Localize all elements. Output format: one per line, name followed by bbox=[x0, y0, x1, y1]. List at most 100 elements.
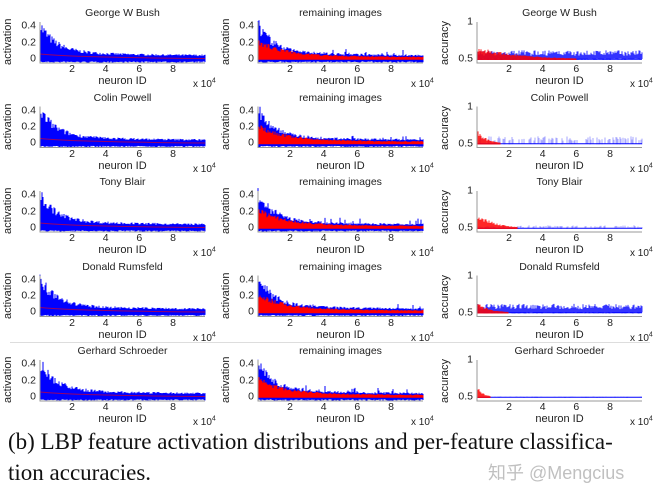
x-axis-scale: x 104 bbox=[630, 77, 653, 91]
x-scale-exponent: 4 bbox=[429, 331, 434, 339]
x-tick-label: 4 bbox=[320, 147, 327, 160]
x-scale-base: x 10 bbox=[411, 163, 430, 175]
x-axis-label: neuron ID bbox=[535, 413, 584, 425]
x-tick-label: 2 bbox=[69, 63, 75, 75]
x-scale-exponent: 4 bbox=[648, 331, 653, 339]
y-tick-label: 0.2 bbox=[21, 205, 36, 217]
x-tick-label: 6 bbox=[354, 401, 361, 413]
x-tick-label: 2 bbox=[506, 147, 512, 160]
x-tick-label: 4 bbox=[539, 401, 546, 413]
x-tick-label: 6 bbox=[354, 232, 361, 244]
y-tick-label: 1 bbox=[467, 184, 473, 197]
red-mean-line bbox=[39, 137, 206, 144]
axes bbox=[476, 191, 642, 233]
x-scale-exponent: 4 bbox=[648, 246, 653, 254]
x-axis-label: neuron ID bbox=[535, 244, 584, 256]
x-axis-scale: x 104 bbox=[193, 247, 216, 260]
y-tick-label: 1 bbox=[467, 269, 473, 281]
x-axis-scale: x 104 bbox=[411, 162, 434, 176]
panel-title: remaining images bbox=[299, 91, 382, 104]
x-axis-label: neuron ID bbox=[316, 244, 365, 256]
y-tick-label: 0.4 bbox=[239, 188, 254, 201]
x-tick-label: 4 bbox=[102, 147, 109, 160]
panel-title: Colin Powell bbox=[530, 91, 589, 104]
panel-title: George W Bush bbox=[85, 7, 160, 19]
x-tick-label: 4 bbox=[539, 316, 546, 329]
x-scale-base: x 10 bbox=[411, 248, 430, 259]
x-axis-scale: x 104 bbox=[193, 416, 216, 429]
x-scale-base: x 10 bbox=[411, 79, 430, 90]
x-scale-base: x 10 bbox=[630, 332, 649, 344]
x-tick-label: 6 bbox=[136, 401, 143, 413]
x-tick-label: 2 bbox=[69, 147, 75, 160]
x-tick-label: 8 bbox=[607, 63, 613, 75]
x-tick-label: 6 bbox=[354, 147, 361, 160]
x-axis-scale: x 104 bbox=[411, 331, 434, 345]
x-tick-label: 4 bbox=[102, 401, 109, 413]
x-axis-label: neuron ID bbox=[98, 328, 147, 341]
x-scale-exponent: 4 bbox=[648, 415, 653, 423]
x-tick-label: 8 bbox=[170, 147, 176, 160]
x-scale-base: x 10 bbox=[193, 163, 212, 175]
y-tick-label: 0.4 bbox=[239, 357, 254, 370]
x-tick-label: 2 bbox=[287, 147, 293, 160]
x-tick-label: 4 bbox=[320, 232, 327, 244]
panel-title: Gerhard Schroeder bbox=[77, 345, 168, 357]
y-tick-label: 0.2 bbox=[239, 289, 254, 302]
x-axis-label: neuron ID bbox=[98, 159, 147, 172]
y-tick-label: 0.5 bbox=[458, 221, 473, 234]
axes bbox=[39, 106, 205, 148]
x-scale-base: x 10 bbox=[193, 332, 212, 344]
x-scale-exponent: 4 bbox=[648, 77, 653, 85]
x-scale-exponent: 4 bbox=[429, 77, 434, 85]
x-tick-label: 4 bbox=[102, 63, 109, 75]
x-scale-exponent: 4 bbox=[429, 415, 434, 423]
red-mean-line bbox=[39, 53, 206, 59]
axes bbox=[476, 22, 642, 64]
red-accuracy-points bbox=[476, 388, 491, 399]
x-axis-label: neuron ID bbox=[535, 75, 584, 87]
y-tick-label: 0 bbox=[30, 221, 36, 234]
x-tick-label: 8 bbox=[170, 401, 176, 413]
x-scale-base: x 10 bbox=[630, 79, 649, 90]
x-scale-exponent: 4 bbox=[429, 246, 434, 254]
red-mean-line bbox=[39, 222, 206, 228]
y-tick-label: 0 bbox=[248, 221, 254, 234]
y-tick-label: 0.2 bbox=[239, 120, 254, 133]
x-tick-label: 2 bbox=[69, 401, 75, 413]
x-axis-scale: x 104 bbox=[193, 78, 216, 91]
x-tick-label: 2 bbox=[506, 63, 512, 75]
x-tick-label: 8 bbox=[607, 401, 613, 413]
x-tick-label: 8 bbox=[388, 316, 394, 329]
x-axis-scale: x 104 bbox=[193, 162, 216, 176]
x-tick-label: 2 bbox=[287, 232, 293, 244]
panel-title: George W Bush bbox=[522, 7, 597, 19]
x-scale-base: x 10 bbox=[193, 79, 212, 90]
x-tick-label: 4 bbox=[320, 401, 327, 413]
x-tick-label: 6 bbox=[573, 232, 580, 244]
x-tick-label: 8 bbox=[388, 147, 394, 160]
y-tick-label: 0.4 bbox=[21, 19, 36, 32]
x-axis-label: neuron ID bbox=[98, 413, 147, 425]
y-tick-label: 0.4 bbox=[21, 357, 36, 370]
x-tick-label: 2 bbox=[69, 316, 75, 329]
x-axis-label: neuron ID bbox=[98, 244, 147, 256]
y-tick-label: 1 bbox=[467, 100, 473, 112]
x-tick-label: 8 bbox=[388, 401, 394, 413]
panel-title: remaining images bbox=[299, 7, 382, 19]
x-tick-label: 6 bbox=[136, 232, 143, 244]
red-mean-line bbox=[39, 306, 206, 313]
x-axis-scale: x 104 bbox=[630, 331, 653, 345]
y-tick-label: 0 bbox=[30, 136, 36, 149]
axes bbox=[39, 360, 205, 402]
